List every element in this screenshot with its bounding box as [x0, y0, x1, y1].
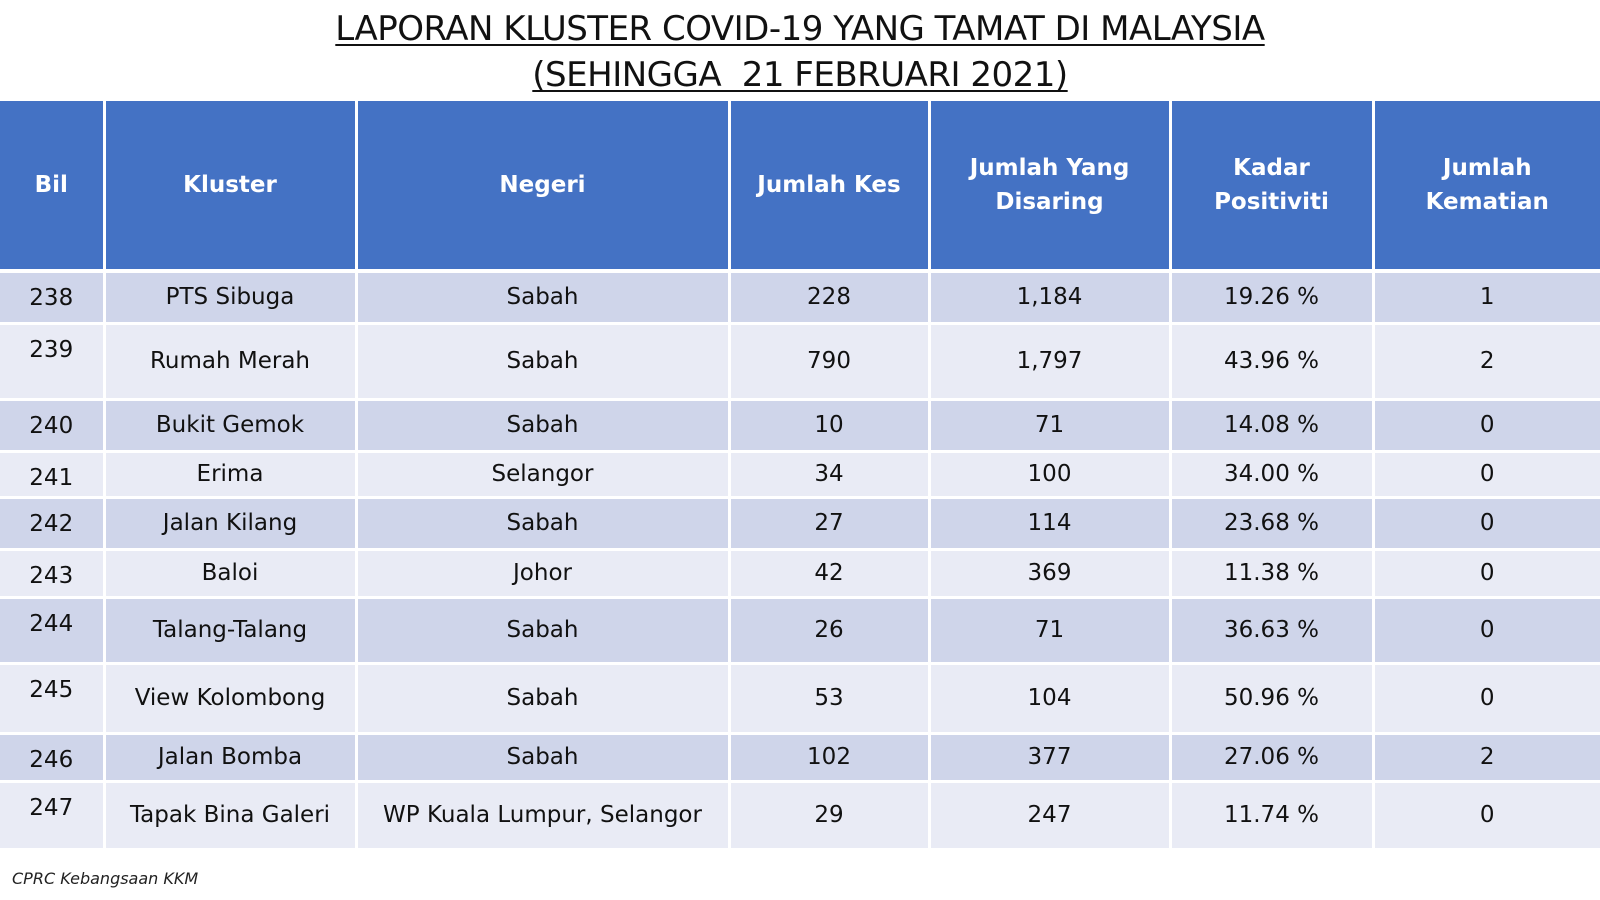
cell-negeri: Sabah: [356, 733, 731, 783]
cell-jumlah-kes: 102: [729, 733, 931, 783]
cell-negeri: Johor: [356, 549, 731, 599]
table-row: 247 Tapak Bina Galeri WP Kuala Lumpur, S…: [0, 781, 1600, 851]
cell-kluster: Erima: [104, 451, 358, 499]
cell-negeri: Selangor: [356, 451, 731, 499]
cell-bil: 240: [0, 399, 106, 453]
cell-kadar-positiviti: 34.00 %: [1170, 451, 1375, 499]
cell-negeri: Sabah: [356, 399, 731, 453]
cell-jumlah-disaring: 114: [929, 497, 1172, 551]
cell-jumlah-kematian: 0: [1373, 597, 1600, 665]
cell-bil: 238: [0, 271, 106, 325]
header-bil: Bil: [0, 101, 106, 273]
cell-kadar-positiviti: 14.08 %: [1170, 399, 1375, 453]
cell-jumlah-kematian: 2: [1373, 323, 1600, 401]
cell-jumlah-kematian: 0: [1373, 663, 1600, 735]
cell-kluster: View Kolombong: [104, 663, 358, 735]
cell-bil: 243: [0, 549, 106, 599]
cell-jumlah-kematian: 1: [1373, 271, 1600, 325]
cell-kluster: Tapak Bina Galeri: [104, 781, 358, 851]
cell-negeri: Sabah: [356, 271, 731, 325]
title-line-1: LAPORAN KLUSTER COVID-19 YANG TAMAT DI M…: [335, 9, 1265, 49]
title-line-2: (SEHINGGA 21 FEBRUARI 2021): [532, 55, 1068, 95]
cell-kadar-positiviti: 50.96 %: [1170, 663, 1375, 735]
cell-bil: 245: [0, 663, 106, 735]
cell-jumlah-kes: 42: [729, 549, 931, 599]
cell-negeri: Sabah: [356, 323, 731, 401]
cell-jumlah-kes: 29: [729, 781, 931, 851]
table-row: 244 Talang-Talang Sabah 26 71 36.63 % 0: [0, 597, 1600, 665]
cell-kluster: Jalan Kilang: [104, 497, 358, 551]
table-row: 242 Jalan Kilang Sabah 27 114 23.68 % 0: [0, 497, 1600, 551]
cell-kluster: PTS Sibuga: [104, 271, 358, 325]
cell-jumlah-kes: 790: [729, 323, 931, 401]
cell-kadar-positiviti: 43.96 %: [1170, 323, 1375, 401]
header-kluster: Kluster: [104, 101, 358, 273]
cell-kluster: Baloi: [104, 549, 358, 599]
header-negeri: Negeri: [356, 101, 731, 273]
cell-jumlah-kematian: 0: [1373, 399, 1600, 453]
cell-jumlah-kematian: 0: [1373, 781, 1600, 851]
cell-kluster: Bukit Gemok: [104, 399, 358, 453]
cell-jumlah-disaring: 71: [929, 399, 1172, 453]
cell-kluster: Rumah Merah: [104, 323, 358, 401]
cell-bil: 239: [0, 323, 106, 401]
cell-jumlah-disaring: 247: [929, 781, 1172, 851]
cell-jumlah-disaring: 377: [929, 733, 1172, 783]
cell-negeri: WP Kuala Lumpur, Selangor: [356, 781, 731, 851]
cluster-table: Bil Kluster Negeri Jumlah Kes Jumlah Yan…: [0, 101, 1600, 851]
cell-jumlah-kematian: 0: [1373, 497, 1600, 551]
cell-kadar-positiviti: 11.74 %: [1170, 781, 1375, 851]
cell-kadar-positiviti: 23.68 %: [1170, 497, 1375, 551]
cell-kadar-positiviti: 19.26 %: [1170, 271, 1375, 325]
cell-bil: 242: [0, 497, 106, 551]
cell-jumlah-kes: 228: [729, 271, 931, 325]
cell-jumlah-disaring: 369: [929, 549, 1172, 599]
header-kadar-positiviti: Kadar Positiviti: [1170, 101, 1375, 273]
cell-jumlah-disaring: 104: [929, 663, 1172, 735]
table-header-row: Bil Kluster Negeri Jumlah Kes Jumlah Yan…: [0, 101, 1600, 273]
table-row: 243 Baloi Johor 42 369 11.38 % 0: [0, 549, 1600, 599]
cell-jumlah-kes: 26: [729, 597, 931, 665]
table-row: 246 Jalan Bomba Sabah 102 377 27.06 % 2: [0, 733, 1600, 783]
header-jumlah-kematian: Jumlah Kematian: [1373, 101, 1600, 273]
header-jumlah-kes: Jumlah Kes: [729, 101, 931, 273]
cell-bil: 244: [0, 597, 106, 665]
cell-kadar-positiviti: 36.63 %: [1170, 597, 1375, 665]
cell-jumlah-kes: 27: [729, 497, 931, 551]
cell-jumlah-kematian: 2: [1373, 733, 1600, 783]
cell-kadar-positiviti: 11.38 %: [1170, 549, 1375, 599]
header-jumlah-disaring: Jumlah Yang Disaring: [929, 101, 1172, 273]
cell-jumlah-disaring: 1,184: [929, 271, 1172, 325]
cell-kluster: Jalan Bomba: [104, 733, 358, 783]
cell-jumlah-kematian: 0: [1373, 451, 1600, 499]
cell-jumlah-kes: 53: [729, 663, 931, 735]
cell-kadar-positiviti: 27.06 %: [1170, 733, 1375, 783]
table-row: 239 Rumah Merah Sabah 790 1,797 43.96 % …: [0, 323, 1600, 401]
cell-negeri: Sabah: [356, 497, 731, 551]
cell-bil: 246: [0, 733, 106, 783]
table-row: 241 Erima Selangor 34 100 34.00 % 0: [0, 451, 1600, 499]
cell-jumlah-kes: 10: [729, 399, 931, 453]
table-row: 240 Bukit Gemok Sabah 10 71 14.08 % 0: [0, 399, 1600, 453]
cell-jumlah-disaring: 1,797: [929, 323, 1172, 401]
cell-jumlah-disaring: 100: [929, 451, 1172, 499]
table-row: 238 PTS Sibuga Sabah 228 1,184 19.26 % 1: [0, 271, 1600, 325]
source-note: CPRC Kebangsaan KKM: [12, 869, 199, 888]
cell-negeri: Sabah: [356, 597, 731, 665]
page-title: LAPORAN KLUSTER COVID-19 YANG TAMAT DI M…: [0, 6, 1600, 98]
table-row: 245 View Kolombong Sabah 53 104 50.96 % …: [0, 663, 1600, 735]
cell-jumlah-kes: 34: [729, 451, 931, 499]
cell-jumlah-disaring: 71: [929, 597, 1172, 665]
cell-bil: 241: [0, 451, 106, 499]
cell-jumlah-kematian: 0: [1373, 549, 1600, 599]
cell-negeri: Sabah: [356, 663, 731, 735]
cell-kluster: Talang-Talang: [104, 597, 358, 665]
cell-bil: 247: [0, 781, 106, 851]
